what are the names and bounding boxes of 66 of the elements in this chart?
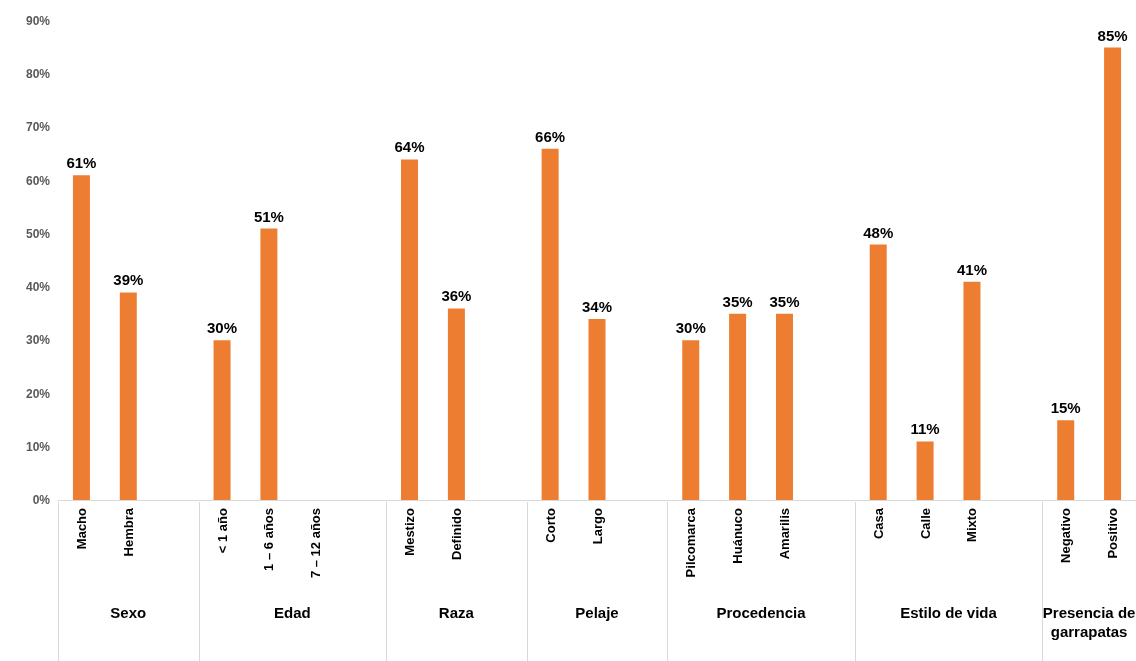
x-tick-label: 7 – 12 años xyxy=(308,508,324,579)
x-tick-label: Calle xyxy=(917,508,933,540)
y-tick-label: 90% xyxy=(25,14,51,28)
x-tick-label: Mestizo xyxy=(402,507,418,556)
data-label: 48% xyxy=(863,223,894,241)
x-tick-label: Corto xyxy=(542,507,558,543)
bar xyxy=(916,441,934,500)
x-tick-label: Amarilis xyxy=(776,508,792,560)
y-tick-label: 20% xyxy=(25,386,51,401)
bar xyxy=(401,159,419,500)
x-tick-label: Positivo xyxy=(1105,507,1121,559)
bar xyxy=(588,319,606,500)
text: Presencia de garrapatas xyxy=(1042,603,1136,641)
x-tick-label: Definido xyxy=(448,507,464,560)
y-tick-label: 0% xyxy=(32,493,51,507)
data-label: 35% xyxy=(722,292,753,310)
x-tick-label: Pilcomarca xyxy=(683,507,699,578)
y-tick-label: 50% xyxy=(25,226,51,241)
bar xyxy=(260,228,278,500)
data-label: 15% xyxy=(1050,399,1081,417)
bar xyxy=(963,281,981,500)
data-label: 30% xyxy=(207,319,238,337)
bar xyxy=(447,308,465,500)
data-label: 11% xyxy=(910,420,940,438)
x-tick-label: 1 – 6 años xyxy=(261,508,277,571)
text: Edad xyxy=(273,603,312,622)
data-label: 41% xyxy=(956,260,987,278)
y-tick-label: 10% xyxy=(25,439,51,454)
data-label: 34% xyxy=(581,298,613,316)
y-tick-label: 60% xyxy=(25,173,51,188)
y-tick-label: 30% xyxy=(25,333,51,348)
text: Estilo de vida xyxy=(899,603,998,622)
x-tick-label: Negativo xyxy=(1058,507,1074,563)
y-tick-label: 70% xyxy=(25,120,51,135)
data-label: 39% xyxy=(113,271,144,289)
data-label: 51% xyxy=(253,207,284,225)
x-tick-label: Mixto xyxy=(964,507,980,542)
bar xyxy=(541,148,559,500)
x-tick-label: Casa xyxy=(870,507,886,540)
data-label: 66% xyxy=(535,127,566,145)
text: Raza xyxy=(437,603,475,622)
bar xyxy=(1057,420,1075,500)
bar xyxy=(1104,47,1122,500)
bar xyxy=(119,292,137,500)
text: Procedencia xyxy=(715,603,807,622)
data-label: 36% xyxy=(441,287,472,305)
y-tick-label: 80% xyxy=(25,67,51,82)
y-tick-label: 40% xyxy=(25,280,51,295)
bar xyxy=(869,244,887,500)
text: Sexo xyxy=(109,603,148,622)
data-label: 85% xyxy=(1097,26,1128,44)
x-tick-label: < 1 año xyxy=(214,507,230,554)
data-label: 30% xyxy=(675,319,706,337)
x-tick-label: Largo xyxy=(589,507,605,545)
bar xyxy=(72,175,90,500)
x-tick-label: Hembra xyxy=(120,507,136,557)
x-tick-label: Macho xyxy=(73,507,89,550)
text: Pelaje xyxy=(574,603,620,622)
data-label: 64% xyxy=(394,138,425,156)
bar xyxy=(775,313,793,500)
data-label: 61% xyxy=(66,154,97,172)
bar xyxy=(213,340,231,500)
bar xyxy=(682,340,700,500)
x-tick-label: Huánuco xyxy=(730,507,746,564)
data-label: 35% xyxy=(769,292,800,310)
bar xyxy=(729,313,747,500)
